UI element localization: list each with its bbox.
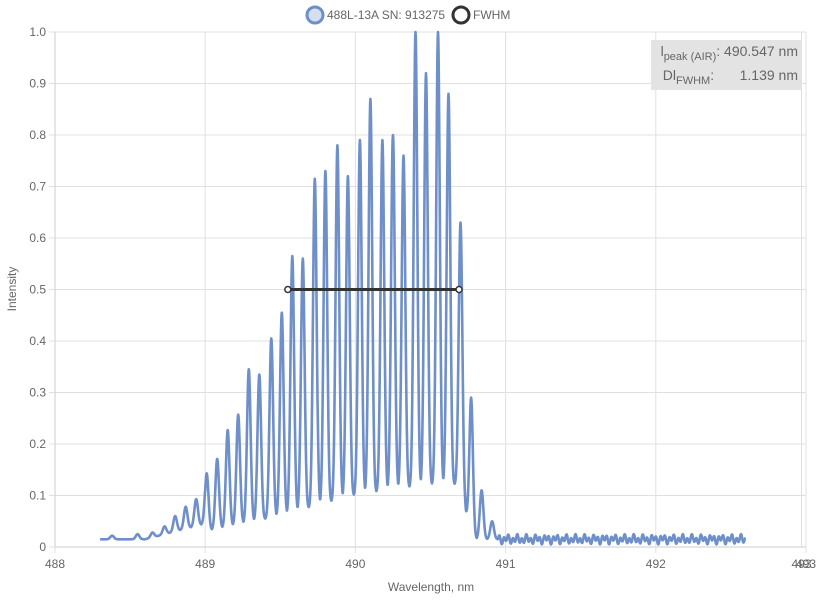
- x-tick-label: 488: [45, 557, 65, 571]
- spectrum-line[interactable]: [99, 30, 747, 546]
- y-axis-title: Intensity: [5, 267, 19, 312]
- x-tick-label: 489: [195, 557, 215, 571]
- y-axis-ticks: 0 0.1 0.2 0.3 0.4 0.5 0.6 0.7 0.8 0.9 1.0: [29, 25, 55, 554]
- fwhm-width-value: 1.139 nm: [739, 67, 798, 83]
- fwhm-width-label: DlFWHM:: [662, 67, 715, 87]
- y-tick-label: 0.7: [29, 180, 46, 194]
- series-layer[interactable]: [99, 30, 747, 546]
- legend-label-spectrum[interactable]: 488L-13A SN: 913275: [327, 8, 445, 22]
- legend-item-fwhm[interactable]: FWHM: [451, 5, 510, 25]
- peak-label-main: l: [660, 43, 664, 59]
- y-tick-label: 0.5: [29, 283, 46, 297]
- x-tick-label-extra: 493: [791, 557, 811, 571]
- fwhm-width-row: DlFWHM: 1.139 nm: [663, 67, 798, 87]
- x-tick-label: 490: [345, 557, 365, 571]
- peak-wavelength-row: lpeak (AIR): 490.547 nm: [661, 43, 798, 63]
- peak-label-sub: peak (AIR): [663, 50, 717, 63]
- x-tick-label: 492: [646, 557, 666, 571]
- legend-item-spectrum[interactable]: 488L-13A SN: 913275: [305, 5, 445, 25]
- fwhm-label-main: Dl: [662, 67, 676, 83]
- peak-info-box: lpeak (AIR): 490.547 nm DlFWHM: 1.139 nm: [651, 40, 802, 90]
- fwhm-point[interactable]: [455, 285, 463, 294]
- x-axis-title: Wavelength, nm: [388, 580, 474, 594]
- legend-marker-fwhm[interactable]: [451, 5, 471, 25]
- y-tick-label: 0.4: [29, 334, 46, 348]
- x-tick-label: 493: [796, 557, 816, 571]
- legend-marker-spectrum[interactable]: [305, 5, 325, 25]
- fwhm-label-sub: FWHM: [676, 74, 711, 87]
- y-tick-label: 0.8: [29, 128, 46, 142]
- x-tick-label: 491: [496, 557, 516, 571]
- y-tick-label: 0.1: [29, 489, 46, 503]
- y-tick-label: 1.0: [29, 25, 46, 39]
- peak-wavelength-label: lpeak (AIR):: [660, 43, 721, 63]
- legend-label-fwhm[interactable]: FWHM: [473, 8, 510, 22]
- fwhm-point[interactable]: [284, 285, 292, 294]
- y-tick-label: 0.9: [29, 77, 46, 91]
- y-tick-label: 0.3: [29, 386, 46, 400]
- peak-wavelength-value: 490.547 nm: [724, 43, 798, 59]
- y-tick-label: 0: [39, 540, 46, 554]
- y-tick-label: 0.2: [29, 437, 46, 451]
- y-tick-label: 0.6: [29, 231, 46, 245]
- legend[interactable]: 488L-13A SN: 913275 FWHM: [305, 5, 510, 25]
